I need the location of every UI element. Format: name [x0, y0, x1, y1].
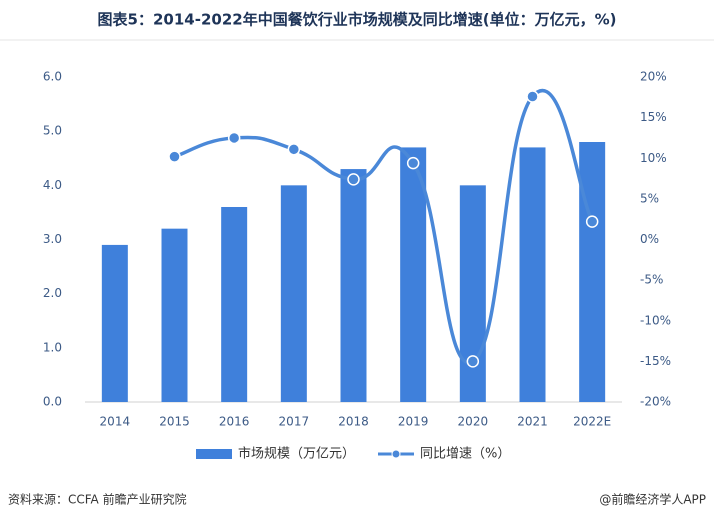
line-marker: [526, 90, 539, 103]
bar: [459, 185, 486, 402]
bar: [280, 185, 307, 402]
bar: [519, 147, 546, 402]
x-tick-label: 2016: [219, 415, 250, 429]
x-tick-label: 2014: [100, 415, 131, 429]
line-marker: [466, 355, 480, 368]
bar: [221, 207, 248, 402]
y2-tick-label: 0%: [640, 232, 659, 246]
line-marker: [168, 150, 181, 163]
source: 资料来源：CCFA 前瞻产业研究院: [8, 492, 187, 507]
bar: [400, 147, 427, 402]
y-tick-label: 4.0: [43, 178, 62, 192]
y-tick-label: 2.0: [43, 286, 62, 300]
y2-tick-label: -20%: [640, 395, 671, 409]
line-marker: [287, 143, 301, 156]
legend-swatch: [391, 449, 401, 459]
bar: [161, 228, 188, 402]
x-tick-label: 2021: [517, 415, 548, 429]
y2-tick-label: -15%: [640, 354, 671, 368]
x-tick-label: 2017: [279, 415, 310, 429]
y-tick-label: 6.0: [43, 70, 62, 84]
bar: [579, 142, 606, 402]
bar: [101, 244, 128, 402]
line-marker: [227, 131, 241, 145]
y2-tick-label: -10%: [640, 313, 671, 327]
x-tick-label: 2015: [159, 415, 190, 429]
y2-tick-label: 15%: [640, 110, 667, 124]
x-tick-label: 2018: [338, 415, 369, 429]
bar: [340, 169, 367, 402]
legend-swatch: [196, 449, 232, 459]
line-marker: [585, 215, 599, 228]
credit: @前瞻经济学人APP: [599, 492, 706, 507]
y-tick-label: 0.0: [43, 395, 62, 409]
y2-tick-label: -5%: [640, 273, 663, 287]
legend-label: 市场规模（万亿元）: [238, 446, 355, 462]
y-tick-label: 1.0: [43, 340, 62, 354]
line-marker: [347, 173, 360, 186]
line-marker: [406, 156, 420, 170]
chart-title: 图表5：2014-2022年中国餐饮行业市场规模及同比增速(单位：万亿元，%): [98, 11, 617, 29]
legend-label: 同比增速（%）: [420, 447, 510, 462]
y-tick-label: 3.0: [43, 232, 62, 246]
x-tick-label: 2020: [458, 415, 489, 429]
y2-tick-label: 5%: [640, 191, 659, 205]
y2-tick-label: 10%: [640, 151, 667, 165]
x-tick-label: 2019: [398, 415, 429, 429]
y2-tick-label: 20%: [640, 70, 667, 84]
y-tick-label: 5.0: [43, 124, 62, 138]
x-tick-label: 2022E: [573, 415, 611, 429]
